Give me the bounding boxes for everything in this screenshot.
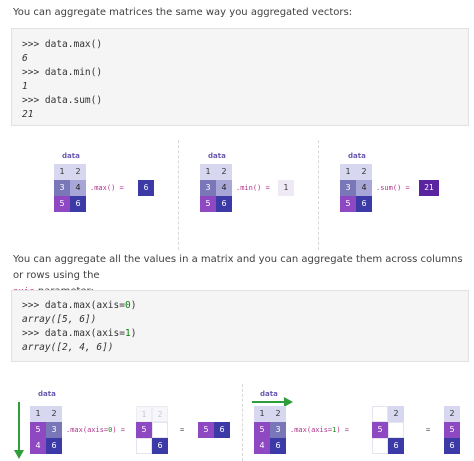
panel-min: data 1 2 3 4 5 6 .min() = 1 bbox=[200, 150, 320, 240]
matrix-cell: 4 bbox=[356, 180, 372, 196]
operation-label: .max(axis=0) = bbox=[66, 426, 126, 434]
code-block-axis: >>> data.max(axis=0) array([5, 6]) >>> d… bbox=[11, 290, 469, 362]
empty-cell bbox=[152, 422, 168, 438]
code-line: >>> data.max(axis=0) bbox=[22, 300, 137, 311]
matrix-cell: 4 bbox=[254, 438, 270, 454]
matrix-cell: 5 bbox=[340, 196, 356, 212]
matrix-cell: 4 bbox=[216, 180, 232, 196]
code-line: >>> data.max(axis=1) bbox=[22, 328, 137, 339]
matrix-cell: 3 bbox=[270, 422, 286, 438]
divider bbox=[318, 140, 319, 250]
data-label: data bbox=[348, 152, 366, 160]
result-cell: 6 bbox=[214, 422, 230, 438]
max-cell: 5 bbox=[136, 422, 152, 438]
empty-cell bbox=[136, 438, 152, 454]
matrix-cell: 6 bbox=[70, 196, 86, 212]
matrix-cell: 5 bbox=[30, 422, 46, 438]
arrow-right-icon bbox=[252, 397, 293, 407]
data-label: data bbox=[208, 152, 226, 160]
max-cell: 2 bbox=[388, 406, 404, 422]
arrow-down-icon bbox=[14, 402, 24, 459]
max-cell: 6 bbox=[152, 438, 168, 454]
operation-label: .max() = bbox=[90, 184, 124, 192]
matrix-cell: 6 bbox=[46, 438, 62, 454]
panel-axis0: data 1 2 5 3 4 6 .max(axis=0) = 1 2 5 6 … bbox=[8, 388, 238, 461]
intro-paragraph: You can aggregate matrices the same way … bbox=[13, 7, 353, 18]
panel-axis1: data 1 2 5 3 4 6 .max(axis=1) = 2 5 6 = … bbox=[250, 388, 472, 461]
result-cell: 21 bbox=[419, 180, 439, 196]
code-output: 1 bbox=[22, 81, 28, 92]
matrix-cell: 2 bbox=[270, 406, 286, 422]
matrix-cell: 2 bbox=[356, 164, 372, 180]
matrix-cell: 3 bbox=[46, 422, 62, 438]
empty-cell bbox=[372, 406, 388, 422]
matrix-cell: 2 bbox=[70, 164, 86, 180]
result-cell: 2 bbox=[444, 406, 460, 422]
panel-max: data 1 2 3 4 5 6 .max() = 6 bbox=[54, 150, 174, 240]
matrix-cell: 1 bbox=[200, 164, 216, 180]
result-cell: 1 bbox=[278, 180, 294, 196]
code-output: array([5, 6]) bbox=[22, 314, 97, 325]
operation-label: .max(axis=1) = bbox=[290, 426, 350, 434]
data-label: data bbox=[260, 390, 278, 398]
matrix-cell: 6 bbox=[270, 438, 286, 454]
empty-cell bbox=[372, 438, 388, 454]
max-cell: 5 bbox=[372, 422, 388, 438]
matrix-cell: 4 bbox=[30, 438, 46, 454]
max-cell: 6 bbox=[388, 438, 404, 454]
code-block-aggregate: >>> data.max() 6 >>> data.min() 1 >>> da… bbox=[11, 28, 469, 126]
matrix-cell: 5 bbox=[54, 196, 70, 212]
ghost-cell: 1 bbox=[136, 406, 152, 422]
result-cell: 6 bbox=[444, 438, 460, 454]
operation-label: .sum() = bbox=[376, 184, 410, 192]
code-output: 21 bbox=[22, 109, 34, 120]
matrix-cell: 2 bbox=[216, 164, 232, 180]
divider bbox=[178, 140, 179, 250]
result-cell: 5 bbox=[198, 422, 214, 438]
panel-sum: data 1 2 3 4 5 6 .sum() = 21 bbox=[340, 150, 460, 240]
matrix-cell: 2 bbox=[46, 406, 62, 422]
code-line: >>> data.max() bbox=[22, 39, 103, 50]
ghost-cell: 2 bbox=[152, 406, 168, 422]
data-label: data bbox=[38, 390, 56, 398]
code-line: >>> data.sum() bbox=[22, 95, 103, 106]
code-output: 6 bbox=[22, 53, 28, 64]
axis-diagram: data 1 2 5 3 4 6 .max(axis=0) = 1 2 5 6 … bbox=[0, 380, 474, 461]
matrix-cell: 1 bbox=[30, 406, 46, 422]
matrix-cell: 4 bbox=[70, 180, 86, 196]
empty-cell bbox=[388, 422, 404, 438]
equals-sign: = bbox=[426, 426, 431, 434]
result-cell: 6 bbox=[138, 180, 154, 196]
matrix-cell: 3 bbox=[340, 180, 356, 196]
result-cell: 5 bbox=[444, 422, 460, 438]
matrix-cell: 6 bbox=[216, 196, 232, 212]
matrix-cell: 5 bbox=[254, 422, 270, 438]
matrix-cell: 5 bbox=[200, 196, 216, 212]
matrix-cell: 3 bbox=[200, 180, 216, 196]
matrix-cell: 6 bbox=[356, 196, 372, 212]
operation-label: .min() = bbox=[236, 184, 270, 192]
matrix-cell: 1 bbox=[340, 164, 356, 180]
data-label: data bbox=[62, 152, 80, 160]
matrix-cell: 1 bbox=[254, 406, 270, 422]
matrix-cell: 1 bbox=[54, 164, 70, 180]
code-line: >>> data.min() bbox=[22, 67, 103, 78]
divider bbox=[242, 384, 243, 461]
matrix-cell: 3 bbox=[54, 180, 70, 196]
equals-sign: = bbox=[180, 426, 185, 434]
aggregate-diagram: data 1 2 3 4 5 6 .max() = 6 data 1 2 3 4… bbox=[0, 140, 474, 250]
code-output: array([2, 4, 6]) bbox=[22, 342, 114, 353]
